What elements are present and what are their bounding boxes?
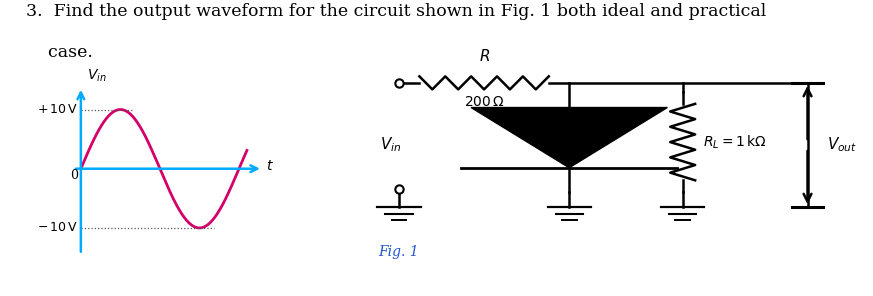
- Text: $t$: $t$: [266, 159, 274, 173]
- Text: case.: case.: [26, 44, 93, 61]
- Text: $V_{in}$: $V_{in}$: [380, 136, 402, 155]
- Text: $R_L = 1\,\mathrm{k}\Omega$: $R_L = 1\,\mathrm{k}\Omega$: [703, 133, 766, 151]
- Polygon shape: [471, 107, 667, 168]
- Text: $V_{in}$: $V_{in}$: [87, 68, 107, 84]
- Text: $+\,10\,\mathrm{V}$: $+\,10\,\mathrm{V}$: [37, 103, 78, 116]
- Text: $200\,\Omega$: $200\,\Omega$: [464, 95, 505, 109]
- Text: 0: 0: [70, 169, 78, 182]
- Text: Fig. 1: Fig. 1: [379, 244, 419, 259]
- Text: 3.  Find the output waveform for the circuit shown in Fig. 1 both ideal and prac: 3. Find the output waveform for the circ…: [26, 3, 766, 20]
- Text: $V_{out}$: $V_{out}$: [828, 136, 857, 155]
- Text: $R$: $R$: [478, 48, 490, 64]
- Text: $-\,10\,\mathrm{V}$: $-\,10\,\mathrm{V}$: [37, 221, 78, 234]
